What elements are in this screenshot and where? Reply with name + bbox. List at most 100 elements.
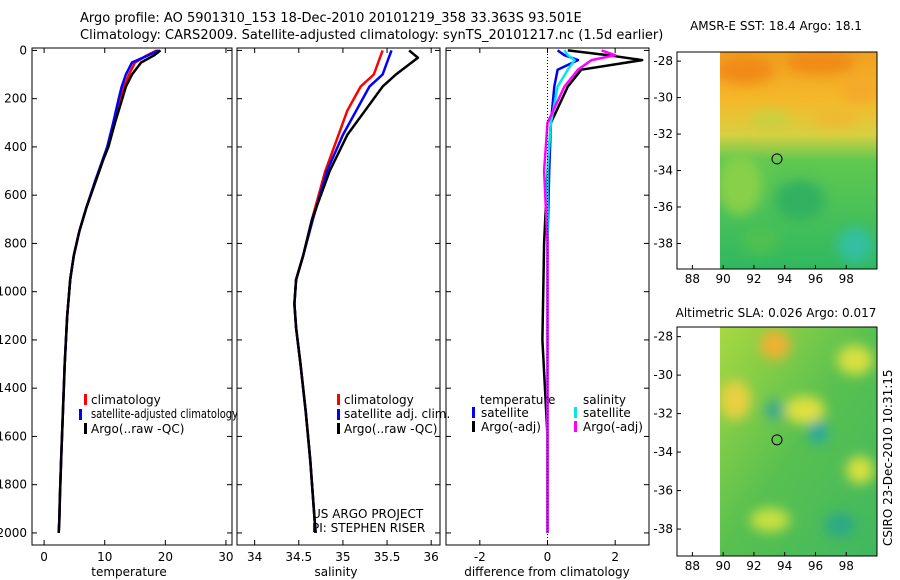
map-y-tick-label: -30 xyxy=(653,91,673,105)
legend-label-sal-argo: Argo(-adj) xyxy=(583,420,643,434)
salinity-legend: climatology satellite adj. clim. Argo(..… xyxy=(337,393,450,436)
map-x-tick-label: 94 xyxy=(777,272,792,286)
x-tick-label: 10 xyxy=(97,550,112,564)
temperature-legend: climatology satellite-adjusted climatolo… xyxy=(79,393,238,436)
sst-argo-location-marker xyxy=(771,153,783,165)
legend-label-satellite: satellite-adjusted climatology xyxy=(91,407,238,421)
map-x-tick-label: 90 xyxy=(716,559,731,573)
sst-map-field xyxy=(720,52,877,269)
map-y-tick-label: -28 xyxy=(653,330,673,344)
legend-label-sal-satellite: satellite xyxy=(583,406,631,420)
legend-swatch-satellite xyxy=(79,409,82,420)
y-tick-label: 0 xyxy=(19,43,27,57)
map-x-tick-label: 92 xyxy=(746,272,761,286)
x-tick-label: 0 xyxy=(544,550,552,564)
sla-map-title: Altimetric SLA: 0.026 Argo: 0.017 xyxy=(676,306,877,320)
legend-swatch-climatology xyxy=(337,394,340,405)
series-line-argo-raw-qc- xyxy=(293,49,420,533)
legend-swatch-sal-satellite xyxy=(574,407,577,418)
series-line-temperature-argo-adj- xyxy=(541,49,644,533)
legend-group-salinity: salinity xyxy=(583,393,626,407)
map-y-tick-label: -34 xyxy=(653,445,673,459)
map-x-tick-label: 94 xyxy=(777,559,792,573)
map-y-tick-label: -28 xyxy=(653,54,673,68)
difference-series xyxy=(541,49,644,533)
difference-xlabel: difference from climatology xyxy=(464,565,630,579)
y-tick-label: 1800 xyxy=(0,478,27,492)
x-tick-label: 35.5 xyxy=(374,550,401,564)
legend-swatch-climatology xyxy=(84,394,87,405)
difference-legend: temperature salinity satellite Argo(-adj… xyxy=(472,393,643,434)
x-tick-label: 36 xyxy=(424,550,439,564)
y-tick-label: 1600 xyxy=(0,429,27,443)
csiro-credit: CSIRO 23-Dec-2010 10:31:15 xyxy=(881,369,895,546)
sla-argo-location-marker xyxy=(771,434,783,446)
temperature-series xyxy=(57,49,162,533)
map-x-tick-label: 96 xyxy=(808,272,823,286)
depth-axis: 0 200 400 600 800 1000 1200 1400 1600 1800 2000 xyxy=(0,43,649,540)
x-tick-label: 35 xyxy=(335,550,350,564)
salinity-xlabel: salinity xyxy=(314,565,357,579)
x-tick-label: 2 xyxy=(611,550,619,564)
temperature-xlabel: temperature xyxy=(91,565,166,579)
y-tick-label: 400 xyxy=(4,140,27,154)
pi-annotation: PI: STEPHEN RISER xyxy=(312,521,425,535)
map-x-tick-label: 90 xyxy=(716,272,731,286)
map-y-tick-label: -38 xyxy=(653,522,673,536)
x-tick-label: 34 xyxy=(247,550,262,564)
legend-label-temp-satellite: satellite xyxy=(481,406,529,420)
map-y-tick-label: -32 xyxy=(653,407,673,421)
series-line-climatology xyxy=(57,49,158,533)
y-tick-label: 200 xyxy=(4,92,27,106)
map-x-tick-label: 92 xyxy=(746,559,761,573)
temperature-panel-frame xyxy=(31,47,233,546)
map-y-tick-label: -36 xyxy=(653,484,673,498)
sst-map-axes: 88 90 92 94 96 98 -28 -30 -32 -34 -36 -38 xyxy=(653,54,853,286)
figure-title-line2: Climatology: CARS2009. Satellite-adjuste… xyxy=(80,28,664,43)
sla-map-axes: 88 90 92 94 96 98 -28 -30 -32 -34 -36 -38 xyxy=(653,330,853,573)
legend-swatch-sal-argo xyxy=(574,421,577,432)
legend-swatch-argo xyxy=(84,423,87,434)
project-annotation: US ARGO PROJECT xyxy=(312,507,424,521)
x-tick-label: 34.5 xyxy=(285,550,312,564)
legend-label-argo: Argo(..raw -QC) xyxy=(344,422,437,436)
figure-title-line1: Argo profile: AO 5901310_153 18-Dec-2010… xyxy=(80,11,582,26)
map-x-tick-label: 98 xyxy=(839,272,854,286)
legend-label-argo: Argo(..raw -QC) xyxy=(91,422,184,436)
series-line-climatology xyxy=(293,49,384,533)
sla-map-field xyxy=(720,327,877,556)
series-line-salinity-satellite xyxy=(546,49,576,533)
legend-label-climatology: climatology xyxy=(91,393,161,407)
legend-label-temp-argo: Argo(-adj) xyxy=(481,420,541,434)
x-axis-ticks: 0 10 20 30 34 34.5 35 35.5 36 -2 0 2 xyxy=(40,48,619,564)
map-y-tick-label: -36 xyxy=(653,200,673,214)
legend-swatch-temp-argo xyxy=(472,421,475,432)
legend-group-temperature: temperature xyxy=(480,393,555,407)
y-tick-label: 1400 xyxy=(0,381,27,395)
x-tick-label: 30 xyxy=(218,550,233,564)
y-tick-label: 2000 xyxy=(0,526,27,540)
y-tick-label: 1200 xyxy=(0,333,27,347)
map-x-tick-label: 88 xyxy=(685,559,700,573)
map-y-tick-label: -34 xyxy=(653,164,673,178)
x-tick-label: 20 xyxy=(158,550,173,564)
salinity-panel-frame xyxy=(236,47,441,546)
salinity-series xyxy=(293,49,420,533)
x-tick-label: -2 xyxy=(474,550,486,564)
series-line-satellite-adjusted-climatology xyxy=(57,49,160,533)
legend-swatch-satellite xyxy=(337,409,340,420)
y-tick-label: 1000 xyxy=(0,285,27,299)
map-x-tick-label: 88 xyxy=(685,272,700,286)
y-tick-label: 800 xyxy=(4,236,27,250)
map-x-tick-label: 98 xyxy=(839,559,854,573)
series-line-argo-raw-qc- xyxy=(57,49,162,533)
legend-swatch-argo xyxy=(337,423,340,434)
legend-label-climatology: climatology xyxy=(344,393,414,407)
series-line-salinity-argo-adj- xyxy=(542,49,617,533)
legend-label-satellite: satellite adj. clim. xyxy=(344,407,450,421)
map-x-tick-label: 96 xyxy=(808,559,823,573)
map-y-tick-label: -30 xyxy=(653,368,673,382)
y-tick-label: 600 xyxy=(4,188,27,202)
map-y-tick-label: -32 xyxy=(653,127,673,141)
